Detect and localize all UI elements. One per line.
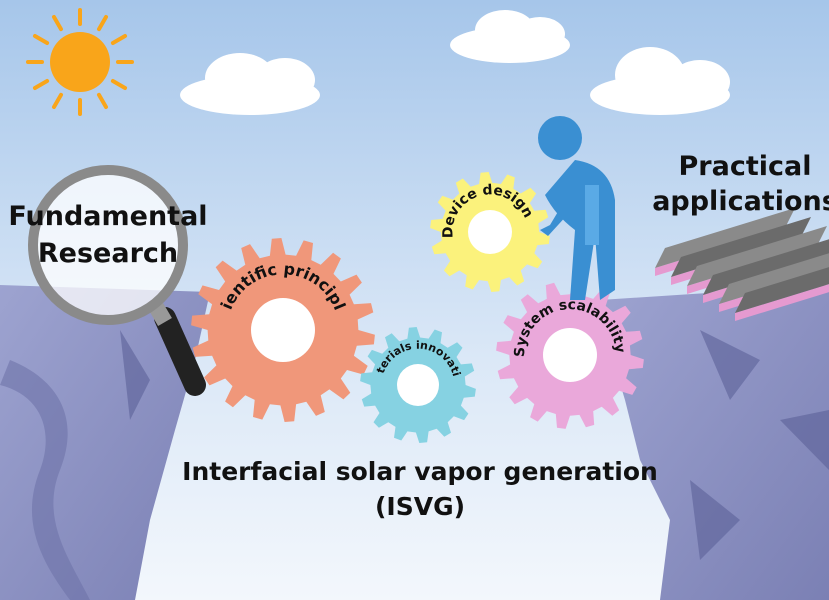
panel [735, 267, 829, 313]
sun-ray [32, 79, 50, 90]
left-label: Research [38, 238, 178, 269]
right-cliff [600, 285, 829, 600]
sun [26, 8, 134, 116]
solar-panels [655, 208, 829, 321]
sun-ray [97, 92, 108, 110]
gear-hole [397, 364, 439, 406]
panel [687, 226, 827, 286]
panel [703, 239, 829, 295]
panel [671, 217, 811, 277]
panel [719, 253, 829, 304]
left-cliff [0, 285, 210, 600]
right-label: applications [652, 186, 829, 217]
gear-hole [543, 328, 597, 382]
right-label: Practical [679, 151, 812, 182]
panel [655, 208, 795, 268]
left-label: Fundamental [8, 201, 207, 232]
panel-base [735, 284, 829, 321]
sun-ray [52, 92, 63, 110]
sun-ray [32, 34, 50, 45]
sun-ray [110, 34, 128, 45]
sun-ray [52, 14, 63, 32]
clouds [180, 10, 730, 115]
gear-hole [251, 298, 315, 362]
person [538, 116, 615, 300]
gear-hole [468, 210, 512, 254]
sun-ray [97, 14, 108, 32]
title: (ISVG) [375, 492, 465, 521]
sun-ray [110, 79, 128, 90]
magnifier [28, 165, 206, 396]
title: Interfacial solar vapor generation [182, 457, 658, 486]
